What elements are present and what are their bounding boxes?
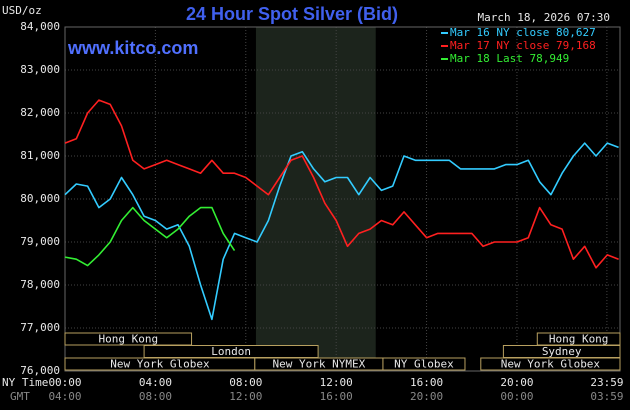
y-tick-label: 83,000 [20,63,60,76]
session-bar [64,332,193,346]
session-label: Hong Kong [98,333,158,346]
session-label: Sydney [542,345,582,358]
x-tick-label: 23:59 [590,376,623,389]
series-line [64,99,619,269]
session-label: Hong Kong [549,333,609,346]
x-tick-label: 08:00 [229,376,262,389]
session-label: New York NYMEX [273,358,366,371]
x2-tick-label: 04:00 [48,390,81,403]
legend-entry: Mar 17 NY close 79,168 [450,39,596,52]
x2-tick-label: 12:00 [229,390,262,403]
legend-entry: Mar 16 NY close 80,627 [450,26,596,39]
x-tick-label: 16:00 [410,376,443,389]
chart-title: 24 Hour Spot Silver (Bid) [186,4,398,24]
x2-axis-label: GMT [10,390,30,403]
x2-tick-label: 16:00 [320,390,353,403]
x-tick-label: 04:00 [139,376,172,389]
x-axis-label: NY Time [2,376,48,389]
x2-tick-label: 00:00 [500,390,533,403]
source: www.kitco.com [67,38,198,58]
y-unit: USD/oz [2,4,42,17]
x-tick-label: 12:00 [320,376,353,389]
legend-entry: Mar 18 Last 78,949 [450,52,569,65]
x2-tick-label: 20:00 [410,390,443,403]
series-line [64,142,619,321]
session-label: New York Globex [110,358,210,371]
y-tick-label: 79,000 [20,235,60,248]
x-tick-label: 00:00 [48,376,81,389]
y-tick-label: 77,000 [20,321,60,334]
highlight-band [255,27,376,371]
y-tick-label: 81,000 [20,149,60,162]
x2-tick-label: 08:00 [139,390,172,403]
y-tick-label: 78,000 [20,278,60,291]
session-label: New York Globex [501,358,601,371]
y-tick-label: 76,000 [20,364,60,377]
plot-frame [64,26,621,372]
session-label: NY Globex [394,358,454,371]
session-bar [480,357,621,371]
session-label: London [211,345,251,358]
timestamp: March 18, 2026 07:30 [478,11,610,24]
series-line [64,206,236,267]
y-tick-label: 82,000 [20,106,60,119]
x-tick-label: 20:00 [500,376,533,389]
y-tick-label: 84,000 [20,20,60,33]
session-bar [382,357,466,371]
x2-tick-label: 03:59 [590,390,623,403]
y-tick-label: 80,000 [20,192,60,205]
